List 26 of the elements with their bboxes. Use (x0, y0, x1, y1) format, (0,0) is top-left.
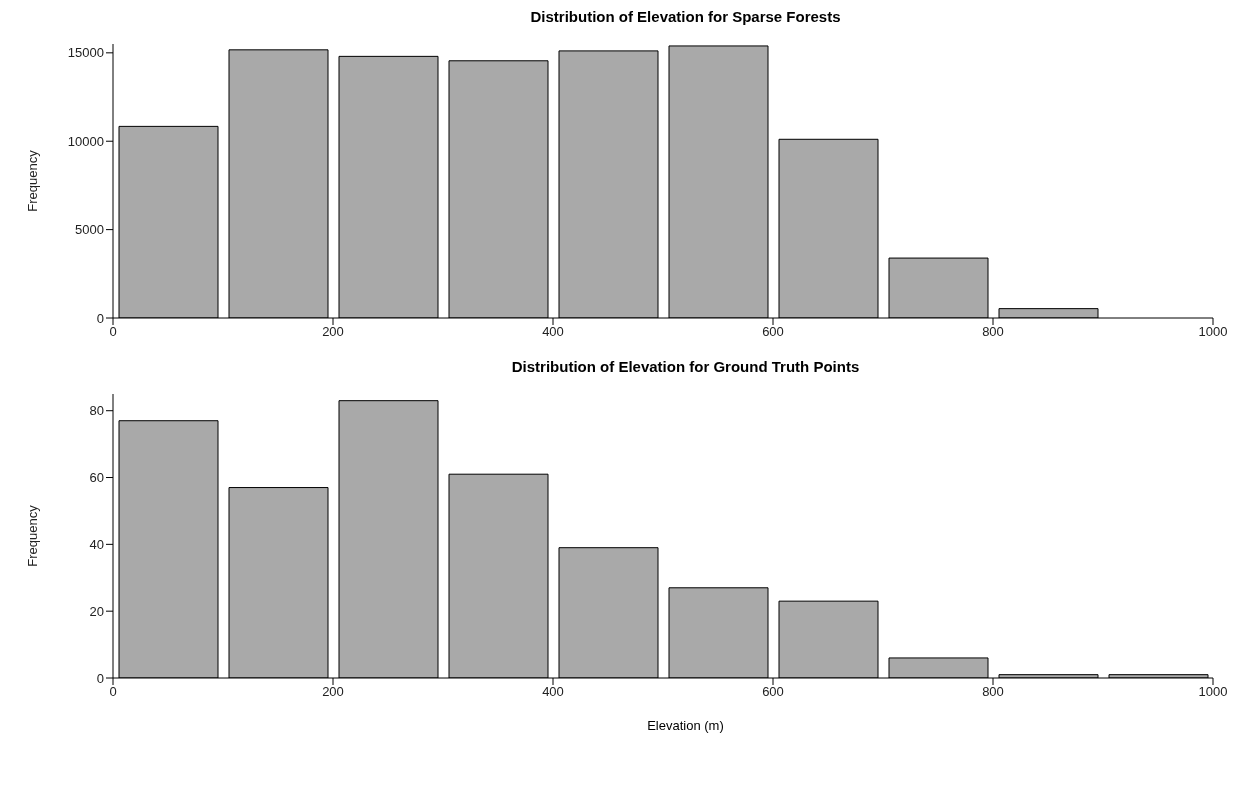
x-tick-label: 800 (982, 324, 1004, 340)
chart-title: Distribution of Elevation for Ground Truth Points (510, 358, 861, 377)
x-tick-label: 200 (322, 324, 344, 340)
x-tick-label: 600 (762, 324, 784, 340)
chart-title: Distribution of Elevation for Sparse Forests (529, 8, 842, 27)
y-tick-label: 0 (96, 310, 104, 326)
x-tick-label: 600 (762, 684, 784, 700)
y-tick-label: 40 (89, 536, 104, 552)
x-tick-label: 400 (542, 324, 564, 340)
y-tick-label: 10000 (67, 133, 104, 149)
x-tick-label: 0 (109, 324, 117, 340)
y-tick-label: 20 (89, 603, 104, 619)
y-tick-label: 0 (96, 670, 104, 686)
x-axis-title: Elevation (m) (646, 718, 725, 735)
y-tick-label: 80 (89, 403, 104, 419)
y-axis-title: Frequency (24, 149, 40, 212)
y-tick-label: 15000 (67, 45, 104, 61)
x-tick-label: 1000 (1198, 324, 1228, 340)
y-tick-label: 5000 (75, 222, 104, 238)
x-tick-label: 0 (109, 684, 117, 700)
x-tick-label: 1000 (1198, 684, 1228, 700)
x-tick-label: 200 (322, 684, 344, 700)
y-tick-label: 60 (89, 470, 104, 486)
x-tick-label: 800 (982, 684, 1004, 700)
y-axis-title: Frequency (24, 504, 40, 567)
x-tick-label: 400 (542, 684, 564, 700)
